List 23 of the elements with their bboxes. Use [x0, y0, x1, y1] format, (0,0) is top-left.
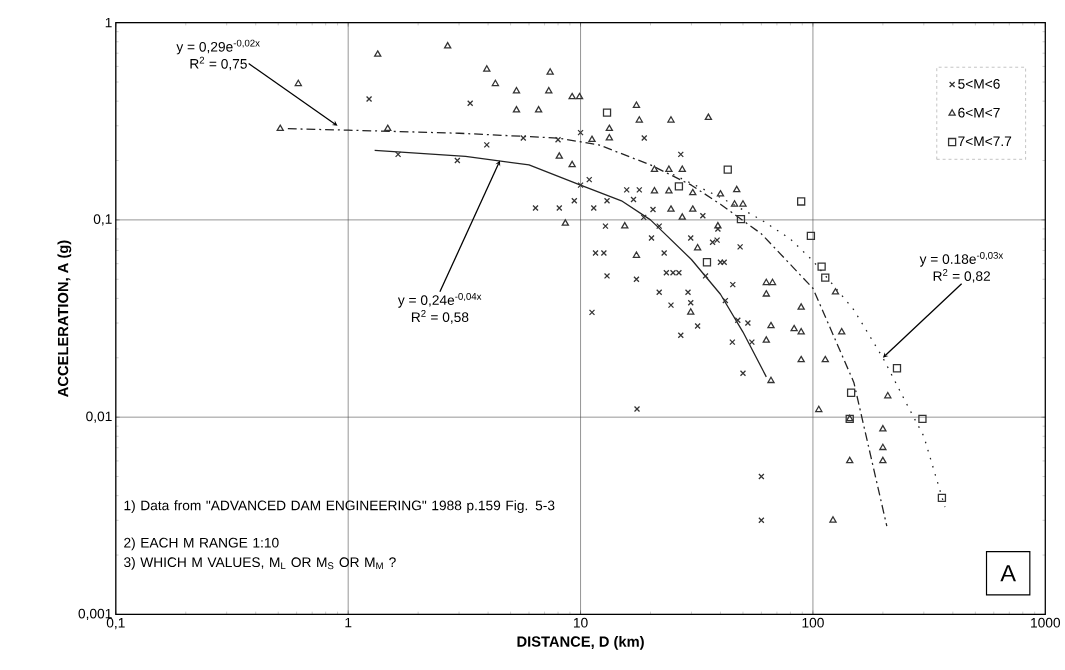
annotation: R$^{2}$ = 0,82 [933, 269, 991, 283]
annotation: y = 0,24e$^{-0,04x}$ [397, 293, 482, 308]
x-tick-label: 100 [802, 618, 824, 628]
annotation: 1) Data from "ADVANCED DAM ENGINEERING" 1988 p.159 Fig. 5-3 [124, 500, 555, 514]
x-tick-label: 1000 [1031, 618, 1061, 628]
annotation: R$^{2}$ = 0,58 [411, 310, 469, 324]
annotation: y = 0,29e$^{-0,02x}$ [176, 39, 260, 55]
annotation: R$^{2}$ = 0,75 [190, 56, 247, 71]
x-tick-label: 1 [345, 618, 352, 628]
annotation: y = 0.18e$^{-0,03x}$ [919, 252, 1004, 267]
legend-label: 5<M<6 [958, 79, 1000, 89]
legend-label: 6<M<7 [958, 108, 1000, 118]
x-axis-title: DISTANCE, D (km) [517, 636, 644, 650]
y-tick-label: 0,1 [93, 214, 112, 226]
legend-label: 7<M<7.7 [958, 136, 1012, 147]
annotation: 2) EACH M RANGE 1:10 [124, 537, 279, 551]
x-tick-label: 0,1 [106, 618, 125, 630]
annotation: A [1000, 565, 1016, 582]
y-tick-label: 0,01 [86, 411, 112, 424]
y-tick-label: 1 [105, 18, 112, 28]
y-axis-title: ACCELERATION, A (g) [57, 240, 72, 398]
annotation: 3) WHICH M VALUES, M$_{L}$ OR M$_{S}$ OR M$_{M}$ ? [124, 557, 396, 571]
x-tick-label: 10 [573, 618, 588, 628]
